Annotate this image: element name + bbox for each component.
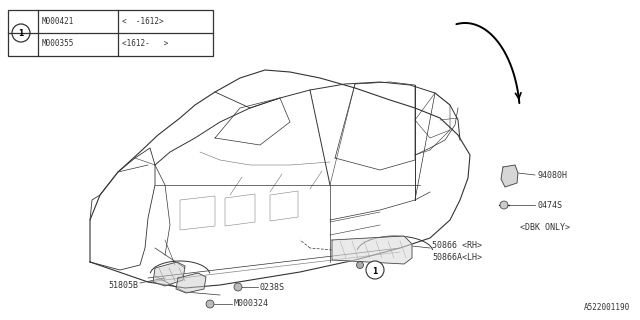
Circle shape: [234, 283, 242, 291]
Text: 1: 1: [372, 267, 378, 276]
Circle shape: [366, 261, 384, 279]
Text: 1: 1: [19, 29, 24, 38]
Text: <DBK ONLY>: <DBK ONLY>: [520, 223, 570, 233]
Polygon shape: [332, 236, 412, 264]
Text: 50866A<LH>: 50866A<LH>: [432, 253, 482, 262]
Circle shape: [356, 261, 364, 268]
Text: 94080H: 94080H: [537, 172, 567, 180]
Polygon shape: [501, 165, 518, 187]
FancyBboxPatch shape: [8, 10, 213, 56]
Text: M000421: M000421: [42, 18, 74, 27]
Text: 51805B: 51805B: [108, 282, 138, 291]
Circle shape: [12, 24, 30, 42]
Text: M000324: M000324: [234, 300, 269, 308]
Text: M000355: M000355: [42, 39, 74, 49]
Text: <1612-   >: <1612- >: [122, 39, 168, 49]
Text: A522001190: A522001190: [584, 303, 630, 312]
Text: <  -1612>: < -1612>: [122, 18, 164, 27]
Polygon shape: [176, 273, 206, 293]
Text: 0238S: 0238S: [260, 283, 285, 292]
Circle shape: [500, 201, 508, 209]
Circle shape: [206, 300, 214, 308]
Text: 0474S: 0474S: [537, 202, 562, 211]
Text: 50866 <RH>: 50866 <RH>: [432, 241, 482, 250]
Polygon shape: [153, 262, 185, 286]
